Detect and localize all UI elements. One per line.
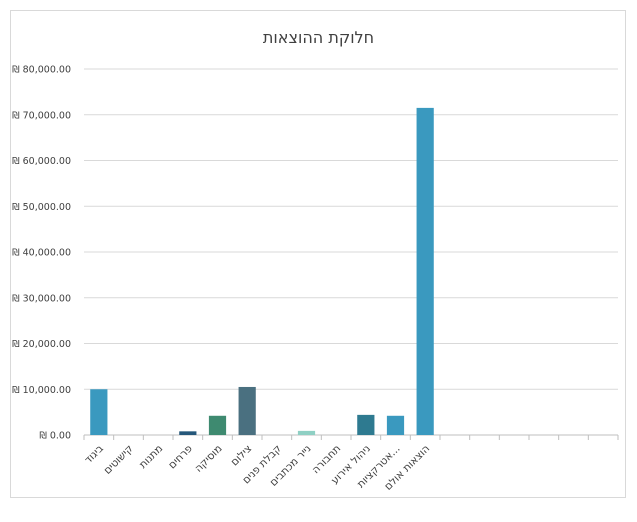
bar: [179, 431, 197, 435]
y-tick-label: ₪ 80,000.00: [12, 65, 71, 76]
chart-frame: [10, 10, 626, 498]
y-tick-label: ₪ 40,000.00: [12, 248, 71, 259]
x-tick-label: מוסיקה: [192, 443, 224, 475]
x-tick-label: ביגוד: [82, 443, 106, 467]
bar: [238, 386, 256, 435]
y-tick-label: ₪ 20,000.00: [12, 339, 71, 350]
y-tick-label: ₪ 60,000.00: [12, 156, 71, 167]
bar: [208, 415, 227, 435]
bar: [357, 414, 375, 435]
chart-title: חלוקת ההוצאות: [262, 28, 375, 47]
y-tick-label: ₪ 50,000.00: [12, 202, 71, 213]
x-tick-label: צילום: [229, 443, 255, 469]
y-tick-label: ₪ 0.00: [39, 431, 71, 442]
bar: [90, 389, 108, 435]
bar: [386, 415, 405, 435]
x-tick-label: קישוטים: [102, 443, 136, 477]
bar: [416, 107, 434, 435]
bar: [297, 430, 316, 435]
y-tick-label: ₪ 30,000.00: [12, 293, 71, 304]
y-tick-label: ₪ 70,000.00: [12, 110, 71, 121]
x-tick-label: מתנות: [137, 443, 165, 471]
y-tick-label: ₪ 10,000.00: [12, 385, 71, 396]
x-tick-label: פרחים: [166, 443, 195, 472]
